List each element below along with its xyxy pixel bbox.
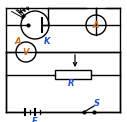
- Text: V: V: [23, 48, 29, 57]
- Text: E: E: [32, 117, 38, 122]
- Text: K: K: [44, 37, 50, 46]
- Text: A: A: [15, 37, 21, 46]
- Text: S: S: [94, 100, 100, 108]
- Bar: [55, 70, 91, 79]
- Text: A: A: [93, 21, 99, 30]
- Text: R: R: [68, 78, 74, 87]
